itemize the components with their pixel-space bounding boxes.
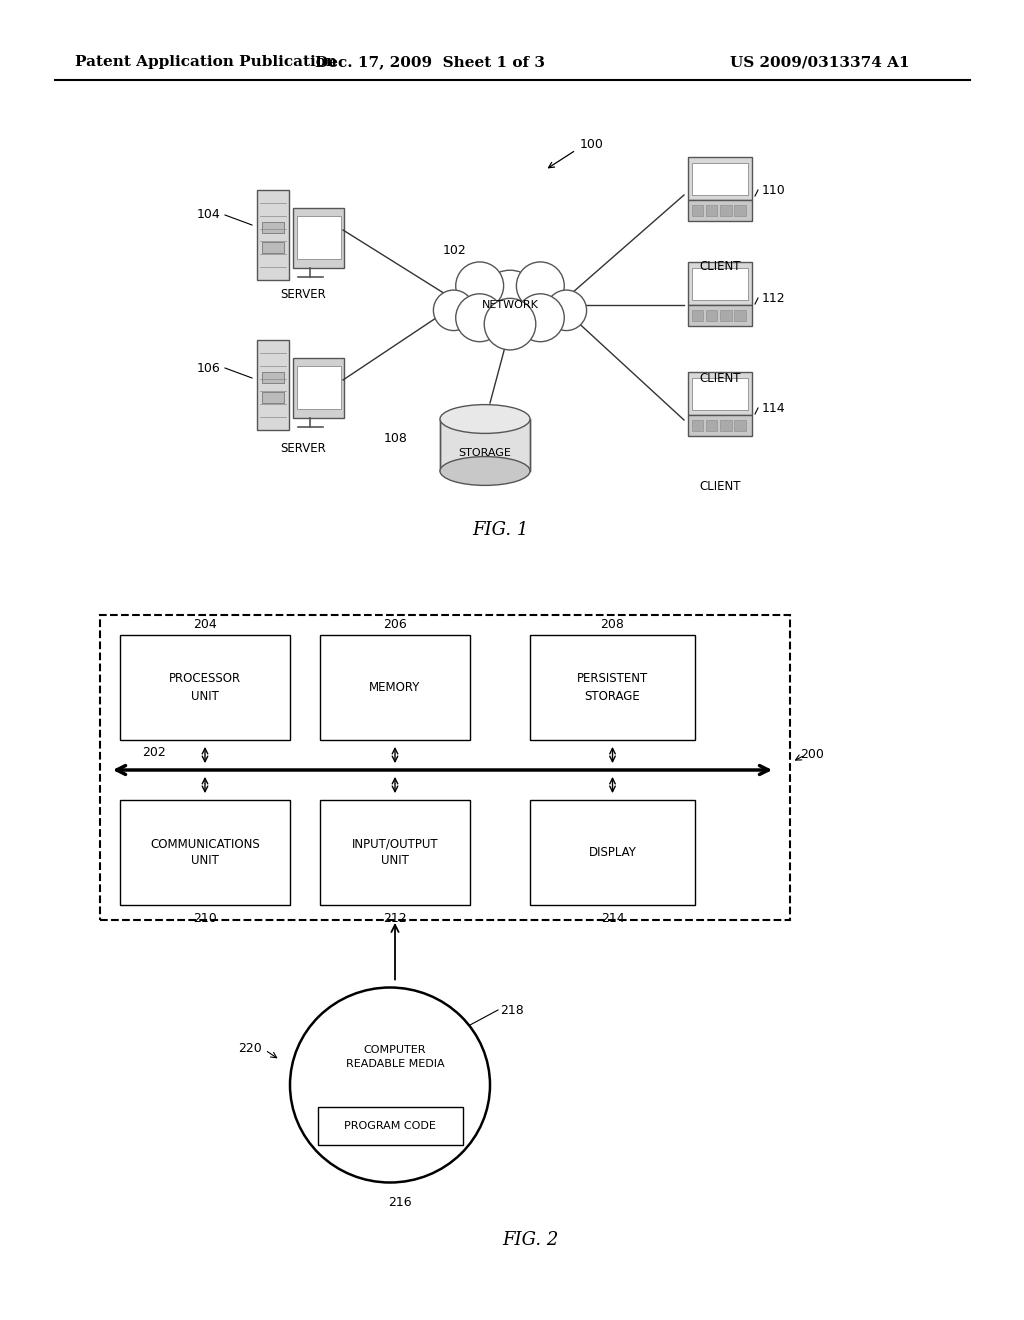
Text: DISPLAY: DISPLAY [589,846,637,859]
FancyBboxPatch shape [530,800,695,906]
Text: INPUT/OUTPUT
UNIT: INPUT/OUTPUT UNIT [351,837,438,867]
Text: 106: 106 [197,362,220,375]
FancyBboxPatch shape [530,635,695,741]
FancyBboxPatch shape [319,635,470,741]
Text: 220: 220 [239,1041,262,1055]
FancyBboxPatch shape [734,205,745,216]
FancyBboxPatch shape [691,379,749,409]
Text: 200: 200 [800,748,824,762]
Text: 102: 102 [443,243,467,256]
FancyBboxPatch shape [261,392,285,403]
Ellipse shape [440,457,530,486]
FancyBboxPatch shape [688,201,753,220]
Text: 114: 114 [762,401,785,414]
FancyBboxPatch shape [688,157,753,201]
Text: Dec. 17, 2009  Sheet 1 of 3: Dec. 17, 2009 Sheet 1 of 3 [315,55,545,69]
Text: PROGRAM CODE: PROGRAM CODE [344,1121,436,1131]
FancyBboxPatch shape [720,420,731,432]
FancyBboxPatch shape [317,1107,463,1144]
Ellipse shape [440,405,530,433]
Circle shape [456,261,504,310]
FancyBboxPatch shape [691,420,703,432]
Text: 202: 202 [142,746,166,759]
Circle shape [484,298,536,350]
Text: PROCESSOR
UNIT: PROCESSOR UNIT [169,672,241,702]
FancyBboxPatch shape [440,418,530,471]
Circle shape [516,261,564,310]
Text: CLIENT: CLIENT [699,371,740,384]
Text: FIG. 1: FIG. 1 [472,521,528,539]
Text: 108: 108 [384,432,408,445]
FancyBboxPatch shape [706,310,718,321]
FancyBboxPatch shape [691,205,703,216]
Text: 218: 218 [500,1003,523,1016]
Text: 204: 204 [194,619,217,631]
Text: MEMORY: MEMORY [370,681,421,694]
FancyBboxPatch shape [691,310,703,321]
FancyBboxPatch shape [688,305,753,326]
Circle shape [456,294,504,342]
FancyBboxPatch shape [293,207,344,268]
FancyBboxPatch shape [706,420,718,432]
Circle shape [516,294,564,342]
Text: COMMUNICATIONS
UNIT: COMMUNICATIONS UNIT [151,837,260,867]
Text: CLIENT: CLIENT [699,480,740,494]
FancyBboxPatch shape [319,800,470,906]
FancyBboxPatch shape [120,635,290,741]
Text: 100: 100 [580,139,604,152]
FancyBboxPatch shape [691,164,749,195]
FancyBboxPatch shape [734,310,745,321]
FancyBboxPatch shape [261,222,285,234]
Circle shape [546,290,587,330]
FancyBboxPatch shape [734,420,745,432]
Text: 104: 104 [197,209,220,222]
FancyBboxPatch shape [261,372,285,383]
Text: COMPUTER
READABLE MEDIA: COMPUTER READABLE MEDIA [346,1045,444,1069]
Ellipse shape [290,987,490,1183]
Text: PERSISTENT
STORAGE: PERSISTENT STORAGE [577,672,648,702]
Text: 110: 110 [762,183,785,197]
Text: 112: 112 [762,292,785,305]
Text: FIG. 2: FIG. 2 [502,1232,558,1249]
Circle shape [480,271,540,329]
Text: 206: 206 [383,619,407,631]
FancyBboxPatch shape [100,615,790,920]
FancyBboxPatch shape [688,371,753,414]
FancyBboxPatch shape [691,268,749,300]
FancyBboxPatch shape [293,358,344,418]
Circle shape [433,290,474,330]
FancyBboxPatch shape [706,205,718,216]
Text: NETWORK: NETWORK [481,300,539,310]
Text: 210: 210 [194,912,217,925]
Text: CLIENT: CLIENT [699,260,740,273]
FancyBboxPatch shape [297,366,341,409]
FancyBboxPatch shape [720,205,731,216]
Text: US 2009/0313374 A1: US 2009/0313374 A1 [730,55,909,69]
Text: 216: 216 [388,1196,412,1209]
Text: STORAGE: STORAGE [459,447,511,458]
Text: SERVER: SERVER [281,289,326,301]
FancyBboxPatch shape [720,310,731,321]
Text: 212: 212 [383,912,407,925]
FancyBboxPatch shape [261,242,285,253]
FancyBboxPatch shape [297,215,341,259]
FancyBboxPatch shape [120,800,290,906]
FancyBboxPatch shape [257,190,289,280]
Text: 214: 214 [601,912,625,925]
Text: SERVER: SERVER [281,441,326,454]
FancyBboxPatch shape [257,339,289,430]
Text: Patent Application Publication: Patent Application Publication [75,55,337,69]
FancyBboxPatch shape [688,414,753,436]
FancyBboxPatch shape [688,261,753,305]
Text: 208: 208 [600,619,625,631]
